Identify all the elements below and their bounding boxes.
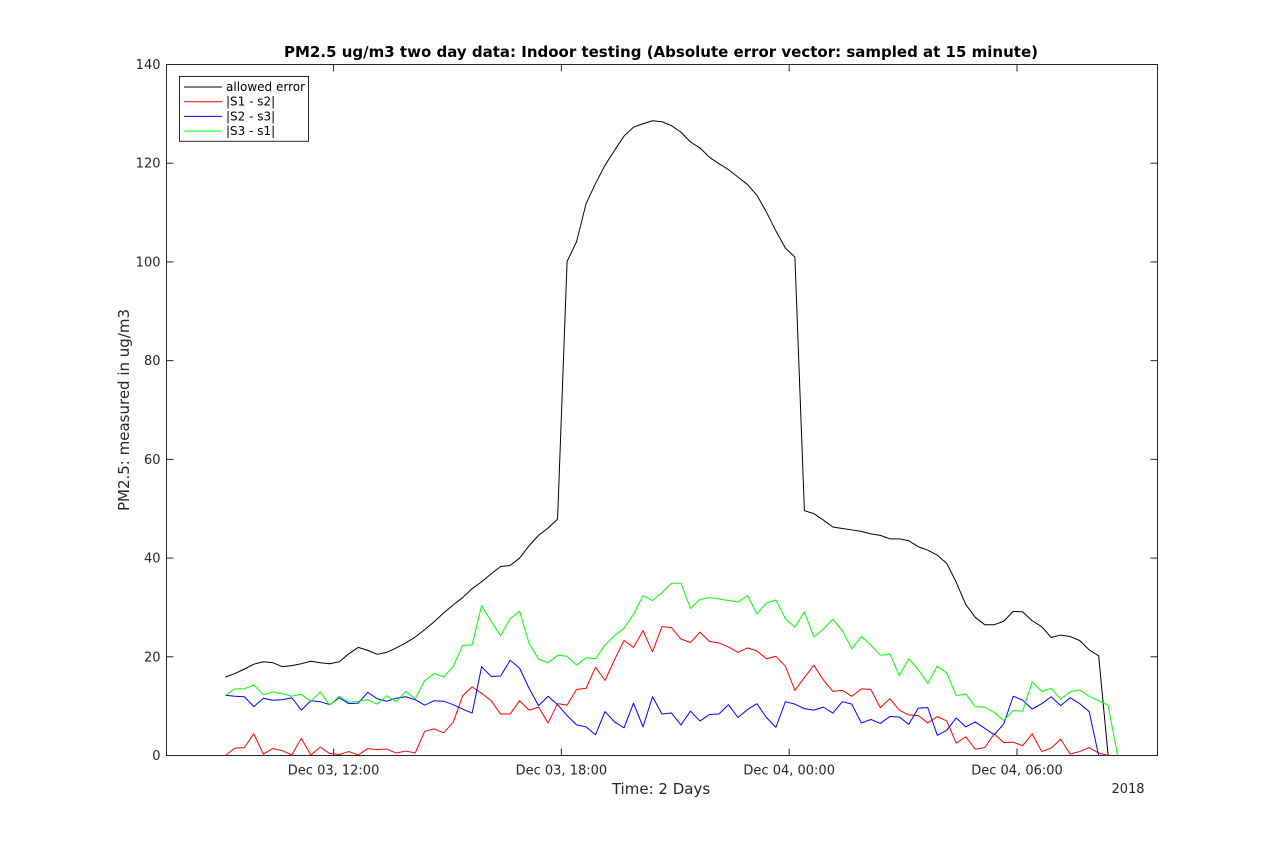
x-tick-label: Dec 04, 00:00	[743, 764, 835, 779]
x-axis-label: Time: 2 Days	[611, 780, 710, 798]
legend-label: |S2 - s3|	[226, 109, 275, 123]
y-tick-label: 60	[144, 453, 161, 468]
y-axis-label: PM2.5: measured in ug/m3	[115, 309, 133, 511]
y-tick-label: 40	[144, 552, 161, 567]
x-tick-label: Dec 03, 18:00	[516, 764, 608, 779]
x-tick-label: Dec 04, 06:00	[971, 764, 1063, 779]
series-line-s2-s3	[225, 659, 1100, 756]
y-tick-label: 120	[136, 157, 161, 172]
y-axis: 0 20 40 60 80 100 120 140	[136, 58, 1158, 764]
x-axis-year-label: 2018	[1111, 782, 1144, 797]
series-line-allowed-error	[225, 120, 1109, 756]
x-tick-label: Dec 03, 12:00	[288, 764, 380, 779]
y-tick-label: 0	[152, 749, 160, 764]
legend: allowed error|S1 - s2||S2 - s3||S3 - s1|	[179, 76, 309, 142]
plot-area	[166, 64, 1158, 756]
plot-frame	[166, 64, 1158, 756]
y-tick-label: 20	[144, 650, 161, 665]
series-line-s1-s2	[225, 626, 1109, 756]
y-tick-label: 100	[136, 255, 161, 270]
chart-title: PM2.5 ug/m3 two day data: Indoor testing…	[284, 43, 1038, 61]
series-layer	[225, 120, 1119, 756]
legend-label: |S3 - s1|	[226, 124, 275, 138]
y-tick-label: 140	[136, 58, 161, 73]
x-axis: Dec 03, 12:00 Dec 03, 18:00 Dec 04, 00:00 D…	[288, 64, 1063, 779]
legend-label: |S1 - s2|	[226, 95, 275, 109]
series-line-s3-s1	[225, 582, 1119, 756]
y-tick-label: 80	[144, 354, 161, 369]
legend-label: allowed error	[226, 80, 305, 94]
